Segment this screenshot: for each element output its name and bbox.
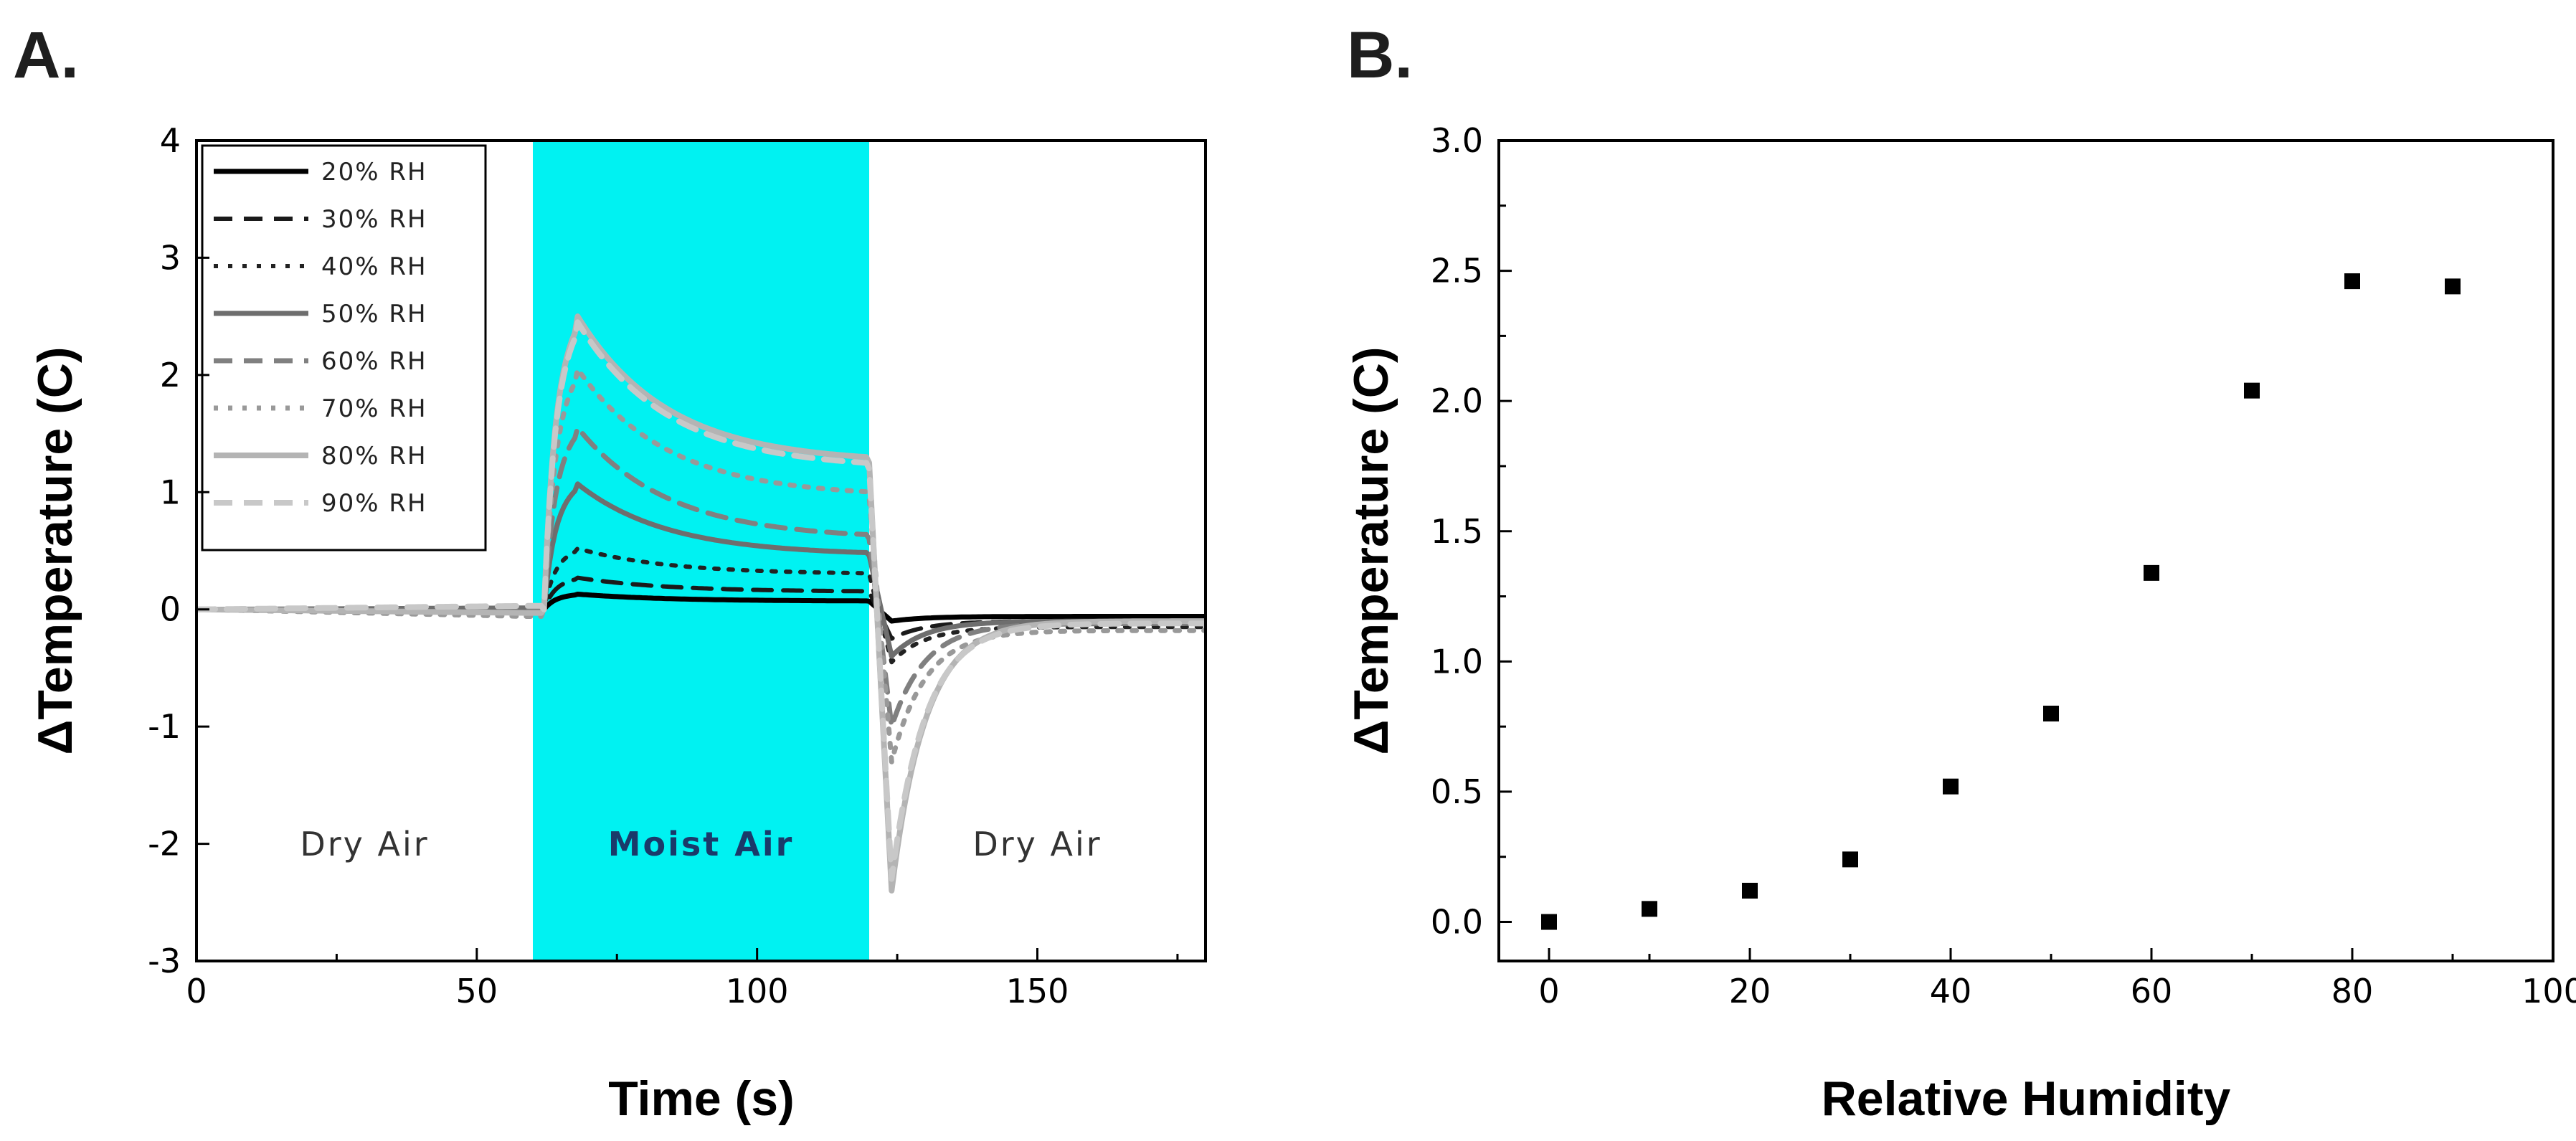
panel-b-label: B. [1347,19,1413,92]
x-tick-label-a: 150 [1006,972,1069,1010]
x-tick-label-a: 0 [186,972,207,1010]
x-tick-label-b: 20 [1729,972,1771,1010]
scatter-point [2043,705,2059,721]
region-label-moist-air: Moist Air [608,825,795,863]
panel-b: B. 0 20 40 60 80 100 0.0 0.5 1.0 1.5 2.0 2.5 3.0 Rel… [1344,19,2576,1126]
x-tick-label-b: 80 [2331,972,2374,1010]
legend-box [201,144,487,551]
legend-label: 30% RH [321,205,427,234]
y-tick-label-b: 2.5 [1431,252,1483,290]
y-tick-label-b: 3.0 [1431,121,1483,160]
y-axis-title-b: ΔTemperature (C) [1344,346,1398,754]
y-axis-title-a: ΔTemperature (C) [28,346,82,754]
x-tick-label-b: 100 [2521,972,2576,1010]
x-axis-title-a: Time (s) [608,1071,794,1126]
legend-label: 50% RH [321,300,427,328]
scatter-point [2244,382,2260,399]
y-tick-label-a: 3 [160,238,181,277]
legend-label: 40% RH [321,252,427,281]
legend-label: 90% RH [321,489,427,518]
plot-frame-b [1497,139,2554,962]
legend-a: 20% RH 30% RH 40% RH 50% RH 60% RH 70% RH 80% … [201,144,487,551]
x-tick-label-b: 40 [1930,972,1972,1010]
scatter-point [2445,278,2461,295]
panel-a: A. Dry Air Moist Air Dry Air 20% RH 30% R… [13,19,1207,1126]
x-tick-label-a: 100 [726,972,789,1010]
scatter-point [2144,564,2159,581]
legend-label: 60% RH [321,347,427,376]
y-tick-label-a: 4 [160,121,181,160]
y-tick-label-b: 0.5 [1431,772,1483,811]
y-tick-label-a: 0 [160,590,181,629]
series-line-70-rh [196,366,1206,764]
region-label-dry-air-right: Dry Air [972,825,1102,863]
scatter-point [2344,273,2360,290]
y-tick-label-a: -3 [148,942,181,980]
scatter-points-b [1541,273,2461,930]
series-group-a [196,313,1206,894]
axis-ticks-a: 0 50 100 150 -3 -2 -1 0 1 2 3 4 [148,121,1179,1010]
series-line-80-rh [196,313,1206,894]
legend-label: 70% RH [321,394,427,423]
y-tick-label-a: 1 [160,473,181,511]
plot-frame-a [195,139,1207,962]
legend-label: 20% RH [321,158,427,186]
y-tick-label-a: -2 [148,825,181,863]
region-label-dry-air-left: Dry Air [300,825,429,863]
legend-label: 80% RH [321,442,427,470]
scatter-point [1943,778,1959,795]
y-tick-label-b: 0.0 [1431,903,1483,942]
panel-a-label: A. [13,19,79,92]
scatter-point [1742,882,1758,899]
x-tick-label-a: 50 [456,972,498,1010]
axis-ticks-b: 0 20 40 60 80 100 0.0 0.5 1.0 1.5 2.0 2.5 3.0 [1431,121,2576,1010]
scatter-point [1842,851,1858,868]
y-tick-label-a: -1 [148,707,181,746]
scatter-point [1541,914,1557,930]
x-tick-label-b: 60 [2131,972,2173,1010]
x-tick-label-b: 0 [1538,972,1559,1010]
series-line-90-rh [196,319,1206,882]
y-tick-label-b: 1.5 [1431,512,1483,551]
scatter-point [1642,901,1657,917]
y-tick-label-b: 2.0 [1431,382,1483,420]
y-tick-label-a: 2 [160,356,181,394]
x-axis-title-b: Relative Humidity [1822,1071,2231,1126]
y-tick-label-b: 1.0 [1431,642,1483,681]
